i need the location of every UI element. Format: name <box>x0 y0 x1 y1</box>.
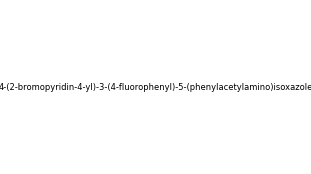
Text: 4-(2-bromopyridin-4-yl)-3-(4-fluorophenyl)-5-(phenylacetylamino)isoxazole: 4-(2-bromopyridin-4-yl)-3-(4-fluoropheny… <box>0 82 311 92</box>
